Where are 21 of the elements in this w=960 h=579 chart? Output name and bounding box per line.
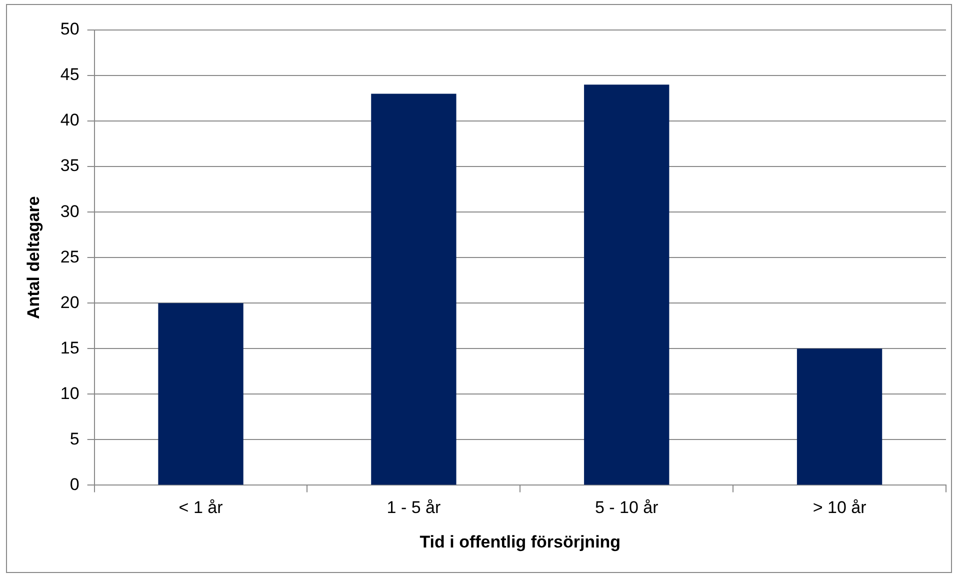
y-tick-label: 10 bbox=[60, 384, 80, 403]
x-tick-label: < 1 år bbox=[178, 498, 224, 518]
y-tick-label: 5 bbox=[70, 429, 80, 448]
bar bbox=[584, 84, 670, 485]
y-tick-label: 45 bbox=[60, 65, 80, 84]
y-tick-label: 50 bbox=[60, 20, 80, 39]
y-tick-label: 40 bbox=[60, 110, 80, 130]
x-tick-label: 5 - 10 år bbox=[594, 498, 659, 518]
y-tick-label: 20 bbox=[60, 292, 80, 312]
y-tick-label: 0 bbox=[70, 474, 80, 494]
y-tick-label: 15 bbox=[60, 338, 80, 358]
y-tick-label: 30 bbox=[60, 202, 80, 221]
y-axis-title: Antal deltagare bbox=[24, 196, 43, 320]
x-axis-title: Tid i offentlig försörjning bbox=[420, 532, 621, 552]
bar bbox=[158, 303, 244, 485]
y-tick-label: 25 bbox=[60, 247, 80, 266]
x-tick-label: > 10 år bbox=[812, 498, 867, 518]
bar bbox=[371, 94, 456, 485]
bar bbox=[796, 348, 882, 485]
x-tick-label: 1 - 5 år bbox=[386, 498, 441, 518]
y-tick-label: 35 bbox=[60, 156, 80, 176]
